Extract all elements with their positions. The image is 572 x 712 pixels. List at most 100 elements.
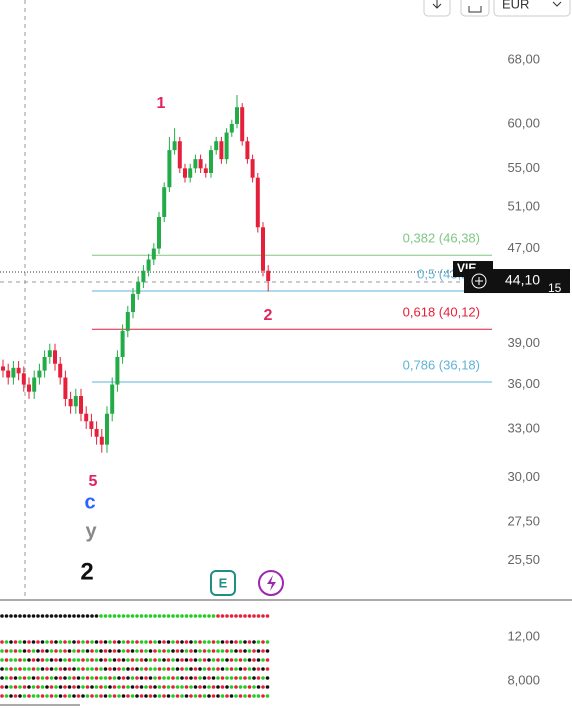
indicator-dot	[0, 658, 4, 662]
candle-body	[245, 141, 250, 160]
indicator-dot	[72, 694, 76, 698]
indicator-dot	[180, 694, 184, 698]
indicator-dot	[162, 685, 166, 689]
indicator-dot	[40, 694, 45, 698]
indicator-dot	[148, 614, 153, 618]
earnings-icon[interactable]	[210, 570, 236, 596]
indicator-dot	[103, 649, 108, 653]
indicator-dot	[234, 658, 238, 662]
indicator-dot	[247, 667, 252, 671]
indicator-dot	[112, 614, 117, 618]
indicator-dot	[13, 640, 18, 644]
indicator-dot	[216, 685, 220, 689]
candle-body	[261, 227, 265, 271]
dividend-icon[interactable]	[258, 570, 284, 596]
indicator-dot	[211, 667, 216, 671]
indicator-dot	[99, 676, 103, 680]
indicator-dot	[58, 694, 63, 698]
y-tick-label: 36,00	[507, 376, 540, 391]
indicator-dot	[198, 640, 202, 644]
indicator-dot	[220, 667, 225, 671]
indicator-dot	[261, 658, 265, 662]
indicator-dot	[243, 694, 247, 698]
y-tick-label: 30,00	[507, 469, 540, 484]
indicator-dot	[85, 667, 90, 671]
indicator-dot	[58, 667, 63, 671]
indicator-dot	[130, 676, 135, 680]
indicator-dot	[22, 694, 27, 698]
indicator-dot	[18, 676, 22, 680]
indicator-dot	[27, 676, 31, 680]
indicator-dot	[112, 667, 117, 671]
indicator-dot	[135, 614, 139, 618]
indicator-dot	[247, 614, 252, 618]
indicator-dot	[130, 694, 135, 698]
candle-body	[115, 356, 120, 385]
wave-label: 1	[157, 95, 166, 112]
candle-body	[167, 150, 172, 188]
indicator-dot	[117, 649, 121, 653]
indicator-dot	[135, 694, 139, 698]
indicator-dot	[54, 658, 58, 662]
indicator-dot	[90, 614, 94, 618]
indicator-dot	[193, 694, 198, 698]
y-tick-label: 60,00	[507, 115, 540, 130]
candle-body	[32, 377, 37, 392]
indicator-dot	[247, 694, 252, 698]
candle-body	[27, 384, 31, 392]
currency: EUR	[502, 0, 529, 11]
indicator-dot	[202, 676, 207, 680]
indicator-dot	[247, 658, 252, 662]
indicator-dot	[27, 667, 31, 671]
indicator-dot	[256, 658, 261, 662]
indicator-dot	[99, 640, 103, 644]
indicator-dot	[58, 649, 63, 653]
indicator-dot	[166, 649, 171, 653]
candle-body	[177, 141, 182, 169]
indicator-dot	[126, 649, 130, 653]
indicator-dot	[243, 640, 247, 644]
indicator-dot	[184, 694, 189, 698]
indicator-dot	[198, 685, 202, 689]
indicator-dot	[4, 649, 9, 653]
wave-label: y	[85, 520, 97, 542]
indicator-dot	[18, 667, 22, 671]
indicator-dot	[126, 658, 130, 662]
indicator-dot	[216, 694, 220, 698]
indicator-dot	[153, 676, 157, 680]
indicator-dot	[36, 667, 40, 671]
indicator-dot	[94, 667, 99, 671]
indicator-dot	[36, 694, 40, 698]
indicator-dot	[256, 614, 261, 618]
indicator-dot	[202, 649, 207, 653]
indicator-dot	[225, 676, 229, 680]
indicator-dot	[31, 640, 36, 644]
indicator-dot	[9, 649, 13, 653]
indicator-dot	[171, 676, 175, 680]
candle-body	[73, 396, 78, 407]
indicator-dot	[207, 667, 211, 671]
indicator-dot	[126, 676, 130, 680]
y-tick-label: 33,00	[507, 420, 540, 435]
indicator-dot	[31, 658, 36, 662]
indicator-dot	[49, 640, 54, 644]
indicator-dot	[220, 685, 225, 689]
indicator-dot	[67, 649, 72, 653]
indicator-dot	[72, 640, 76, 644]
indicator-dot	[9, 676, 13, 680]
indicator-dot	[31, 649, 36, 653]
fullscreen-button[interactable]	[460, 0, 490, 17]
indicator-dot	[13, 667, 18, 671]
indicator-dot	[112, 649, 117, 653]
indicator-dot	[49, 658, 54, 662]
candle-body	[120, 330, 125, 357]
currency-dropdown[interactable]	[493, 0, 571, 17]
indicator-dot	[144, 640, 148, 644]
candle-body	[203, 168, 208, 173]
indicator-dot	[112, 658, 117, 662]
indicator-dot	[175, 649, 180, 653]
indicator-dot	[63, 658, 67, 662]
indicator-dot	[243, 658, 247, 662]
indicator-dot	[31, 685, 36, 689]
candle-body	[99, 436, 104, 445]
